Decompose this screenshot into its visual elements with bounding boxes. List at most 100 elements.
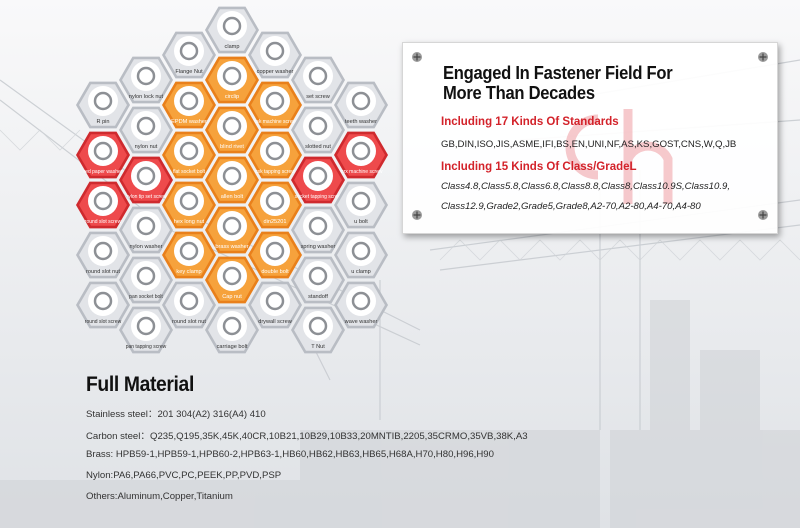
hexagon-label: spring washer — [301, 244, 336, 250]
hexagon-tile: blind rivet — [205, 106, 259, 154]
fastener-part-icon — [136, 166, 156, 186]
fastener-photo — [88, 136, 118, 166]
fastener-part-icon — [179, 291, 199, 311]
hexagon-label: flat socket bolt — [173, 169, 206, 175]
hexagon-label: nylon tip set screw — [125, 194, 167, 200]
fastener-part-icon — [136, 316, 156, 336]
fastener-photo — [131, 161, 161, 191]
fastener-photo — [303, 61, 333, 91]
fastener-part-icon — [136, 66, 156, 86]
screw-icon — [758, 210, 768, 220]
hexagon-tile: u clamp — [334, 231, 388, 279]
fastener-photo — [260, 236, 290, 266]
fastener-part-icon — [265, 141, 285, 161]
fastener-photo — [174, 136, 204, 166]
fastener-photo — [303, 111, 333, 141]
fastener-part-icon — [351, 191, 371, 211]
hexagon-label: round slot nut — [86, 269, 120, 275]
fastener-part-icon — [308, 116, 328, 136]
hexagon-tile: round slot screw — [76, 281, 130, 329]
class-list-line2: Class12.9,Grade2,Grade5,Grade8,A2-70,A2-… — [441, 201, 701, 212]
hexagon-label: round slot screw — [85, 219, 122, 225]
hexagon-label: circlip — [225, 94, 239, 100]
standards-list: GB,DIN,ISO,JIS,ASME,IFI,BS,EN,UNI,NF,AS,… — [441, 139, 737, 150]
hexagon-label: pan tapping screw — [126, 344, 167, 350]
fastener-photo — [88, 186, 118, 216]
fastener-part-icon — [93, 191, 113, 211]
fastener-part-icon — [93, 141, 113, 161]
hexagon-tile: torx machine screw — [334, 131, 388, 179]
fastener-photo — [217, 161, 247, 191]
fastener-photo — [217, 111, 247, 141]
fastener-part-icon — [179, 141, 199, 161]
fastener-part-icon — [308, 216, 328, 236]
hexagon-tile: csk machine screw — [248, 81, 302, 129]
fastener-photo — [131, 61, 161, 91]
hexagon-tile: Cap nut — [205, 256, 259, 304]
fastener-part-icon — [222, 316, 242, 336]
hexagon-tile: nylon nut — [119, 106, 173, 154]
hexagon-tile: carriage bolt — [205, 306, 259, 354]
hexagon-label: wave washer — [344, 319, 378, 325]
standards-heading: Including 17 Kinds Of Standards — [441, 116, 619, 128]
hexagon-tile: nylon washer — [119, 206, 173, 254]
hexagon-tile: socket tapping screw — [291, 156, 345, 204]
fastener-photo — [217, 311, 247, 341]
fastener-photo — [174, 36, 204, 66]
fastener-part-icon — [265, 191, 285, 211]
fastener-photo — [346, 186, 376, 216]
fastener-photo — [174, 86, 204, 116]
fastener-part-icon — [265, 291, 285, 311]
hexagon-label: red paper washer — [84, 169, 123, 175]
hexagon-tile: allen bolt — [205, 156, 259, 204]
fastener-part-icon — [351, 91, 371, 111]
fastener-photo — [131, 211, 161, 241]
fastener-part-icon — [222, 266, 242, 286]
hexagon-label: Cap nut — [222, 294, 242, 300]
fastener-part-icon — [265, 91, 285, 111]
fastener-photo — [174, 236, 204, 266]
fastener-photo — [303, 261, 333, 291]
hexagon-label: drywall screw — [258, 319, 293, 325]
fastener-photo — [303, 311, 333, 341]
hexagon-label: brass washer — [215, 244, 248, 250]
fastener-photo — [131, 261, 161, 291]
hexagon-label: slotted nut — [305, 144, 331, 150]
hexagon-tile: standoff — [291, 256, 345, 304]
hexagon-label: nylon nut — [135, 144, 158, 150]
screw-icon — [412, 210, 422, 220]
fastener-photo — [174, 286, 204, 316]
panel-title-line1: Engaged In Fastener Field For — [443, 63, 673, 83]
fastener-part-icon — [308, 66, 328, 86]
hexagon-tile: spring washer — [291, 206, 345, 254]
fastener-part-icon — [179, 91, 199, 111]
hexagon-label: nylon lock nut — [129, 94, 164, 100]
fastener-photo — [88, 286, 118, 316]
fastener-part-icon — [222, 166, 242, 186]
material-title: Full Material — [86, 373, 194, 396]
hexagon-label: blind rivet — [220, 144, 244, 150]
hexagon-tile: red paper washer — [76, 131, 130, 179]
hexagon-tile: round slot screw — [76, 181, 130, 229]
fastener-photo — [260, 186, 290, 216]
hexagon-tile: round slot nut — [162, 281, 216, 329]
hexagon-label: allen bolt — [221, 194, 244, 200]
hexagon-tile: u bolt — [334, 181, 388, 229]
hexagon-tile: key clamp — [162, 231, 216, 279]
hexagon-tile: nylon lock nut — [119, 56, 173, 104]
hexagon-tile: teeth washer — [334, 81, 388, 129]
hexagon-label: round slot nut — [172, 319, 206, 325]
hexagon-label: nylon washer — [130, 244, 163, 250]
panel-title: Engaged In Fastener Field For More Than … — [443, 63, 747, 103]
hexagon-tile: EPDM washer — [162, 81, 216, 129]
fastener-photo — [346, 286, 376, 316]
fastener-photo — [260, 286, 290, 316]
hexagon-label: T Nut — [311, 344, 325, 350]
hexagon-label: teeth washer — [345, 119, 377, 125]
hexagon-tile: copper washer — [248, 31, 302, 79]
fastener-photo — [217, 261, 247, 291]
fastener-photo — [131, 111, 161, 141]
hexagon-label: clamp — [225, 44, 240, 50]
fastener-part-icon — [179, 241, 199, 261]
